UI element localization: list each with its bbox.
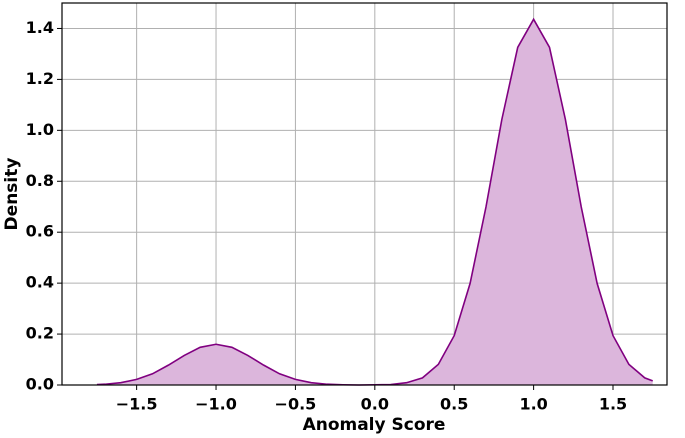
- y-tick-label: 1.4: [26, 18, 54, 37]
- density-area: [96, 19, 653, 385]
- y-tick-label: 1.2: [26, 69, 54, 88]
- plot-frame: [61, 2, 668, 386]
- x-tick-label: −0.5: [275, 395, 317, 414]
- y-tick-label: 0.0: [26, 375, 54, 394]
- y-tick-label: 0.2: [26, 324, 54, 343]
- y-tick-label: 0.4: [26, 273, 54, 292]
- y-tick-label: 0.6: [26, 222, 54, 241]
- y-tick-label: 1.0: [26, 120, 54, 139]
- x-tick-label: 1.5: [599, 395, 627, 414]
- x-tick-label: −1.0: [195, 395, 237, 414]
- x-tick-label: 0.5: [440, 395, 468, 414]
- x-tick-label: 1.0: [519, 395, 547, 414]
- x-axis-label: Anomaly Score: [303, 415, 446, 435]
- y-axis-label: Density: [2, 158, 22, 231]
- x-tick-label: −1.5: [116, 395, 158, 414]
- y-tick-label: 0.8: [26, 171, 54, 190]
- x-tick-label: 0.0: [361, 395, 389, 414]
